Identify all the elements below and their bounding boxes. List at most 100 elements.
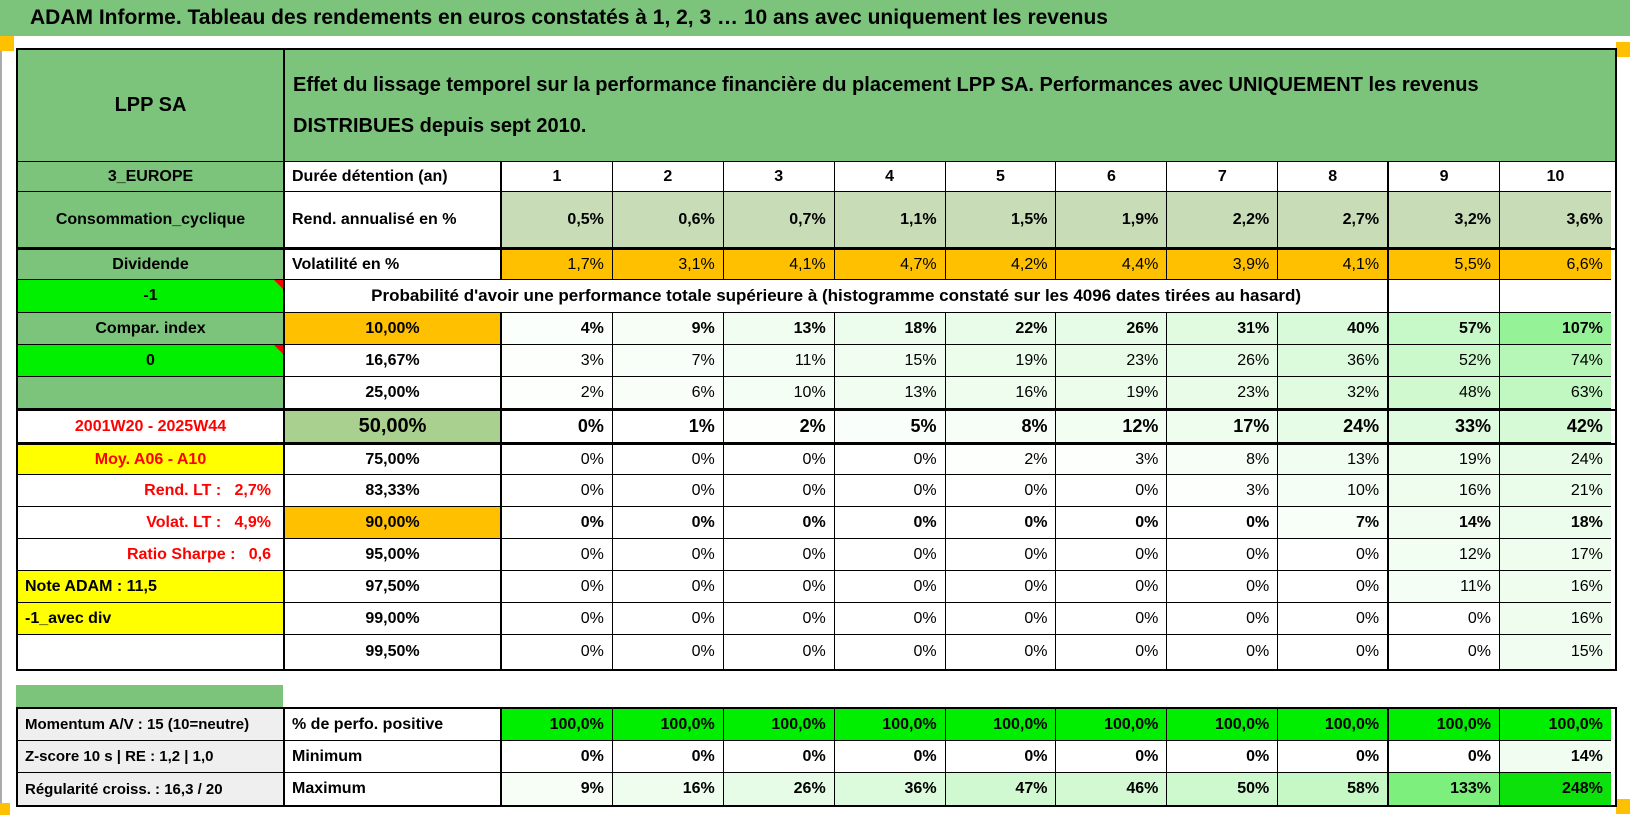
cell[interactable]: 0% [723,603,835,635]
row-head-cell[interactable]: 99,50% [285,635,502,669]
cell[interactable]: 0% [834,603,946,635]
cell[interactable]: 1,5% [945,192,1057,248]
cell[interactable]: 4,2% [945,250,1057,280]
row-head-cell[interactable]: 16,67% [285,345,502,377]
cell[interactable]: 0% [945,571,1057,603]
cell[interactable]: 0% [612,475,724,507]
cell[interactable]: 7% [612,345,724,377]
cell[interactable]: 24% [1278,411,1390,443]
cell[interactable]: 42% [1500,411,1611,443]
cell[interactable]: 0% [834,507,946,539]
row-head-cell[interactable]: Durée détention (an) [285,162,502,192]
cell[interactable]: 6% [612,377,724,409]
cell[interactable]: 5% [834,411,946,443]
cell[interactable]: 0% [1167,741,1279,773]
cell[interactable]: 19% [1389,445,1501,475]
cell[interactable]: 7% [1278,507,1390,539]
cell[interactable]: 0% [1167,603,1279,635]
cell[interactable]: 8% [945,411,1057,443]
cell[interactable]: 74% [1500,345,1611,377]
cell[interactable]: 12% [1056,411,1168,443]
row-label-cell[interactable]: Moy. A06 - A10 [18,445,285,475]
cell[interactable]: 1% [612,411,724,443]
cell[interactable]: 18% [1500,507,1611,539]
cell[interactable]: 0% [1056,539,1168,571]
row-label-cell[interactable]: Ratio Sharpe : 0,6 [18,539,285,571]
cell[interactable]: 9 [1389,162,1501,192]
empty-cell[interactable] [1500,280,1611,313]
cell[interactable]: 2,2% [1167,192,1279,248]
cell[interactable]: 0% [834,445,946,475]
cell[interactable]: 0% [945,603,1057,635]
cell[interactable]: 0,6% [612,192,724,248]
cell[interactable]: 0% [723,507,835,539]
cell[interactable]: 100,0% [1167,709,1279,741]
cell[interactable]: 0% [502,741,613,773]
cell[interactable]: 3,2% [1389,192,1501,248]
cell[interactable]: 26% [723,773,835,805]
cell[interactable]: 9% [502,773,613,805]
cell[interactable]: 4% [502,313,613,345]
cell[interactable]: 4,7% [834,250,946,280]
cell[interactable]: 22% [945,313,1057,345]
probability-banner[interactable]: Probabilité d'avoir une performance tota… [285,280,1390,313]
cell[interactable]: 11% [1389,571,1501,603]
cell[interactable]: 7 [1167,162,1279,192]
cell[interactable]: 31% [1167,313,1279,345]
cell[interactable]: 58% [1278,773,1390,805]
cell[interactable]: 0% [612,635,724,669]
cell[interactable]: 0% [1167,571,1279,603]
cell[interactable]: 0% [612,603,724,635]
cell[interactable]: 0% [945,475,1057,507]
cell[interactable]: 17% [1500,539,1611,571]
cell[interactable]: 0% [834,571,946,603]
cell[interactable]: 0% [1167,635,1279,669]
cell[interactable]: 0% [723,741,835,773]
cell[interactable]: 0% [945,507,1057,539]
cell[interactable]: 2% [502,377,613,409]
cell[interactable]: 10 [1500,162,1611,192]
cell[interactable]: 23% [1056,345,1168,377]
cell[interactable]: 0% [502,445,613,475]
cell[interactable]: 11% [723,345,835,377]
cell[interactable]: 0% [1389,635,1501,669]
empty-cell[interactable] [1389,280,1501,313]
cell[interactable]: 0% [723,635,835,669]
cell[interactable]: 0% [1167,539,1279,571]
cell[interactable]: 0% [723,445,835,475]
cell[interactable]: 32% [1278,377,1390,409]
cell[interactable]: 0% [834,635,946,669]
cell[interactable]: 1 [502,162,613,192]
row-label-cell[interactable]: Volat. LT : 4,9% [18,507,285,539]
cell[interactable]: 1,9% [1056,192,1168,248]
row-label-cell[interactable]: Note ADAM : 11,5 [18,571,285,603]
cell[interactable]: 3 [723,162,835,192]
row-label-cell[interactable]: -1 [18,280,285,313]
cell[interactable]: 47% [945,773,1057,805]
row-head-cell[interactable]: 99,00% [285,603,502,635]
cell[interactable]: 46% [1056,773,1168,805]
cell[interactable]: 15% [834,345,946,377]
cell[interactable]: 0% [1056,571,1168,603]
cell[interactable]: 17% [1167,411,1279,443]
cell[interactable]: 100,0% [1278,709,1390,741]
cell[interactable]: 40% [1278,313,1390,345]
cell[interactable]: 0% [723,571,835,603]
row-head-cell[interactable]: 97,50% [285,571,502,603]
cell[interactable]: 0% [502,571,613,603]
cell[interactable]: 16% [945,377,1057,409]
cell[interactable]: 16% [1389,475,1501,507]
cell[interactable]: 107% [1500,313,1611,345]
cell[interactable]: 15% [1500,635,1611,669]
cell[interactable]: 12% [1389,539,1501,571]
cell[interactable]: 100,0% [1389,709,1501,741]
row-head-cell[interactable]: Volatilité en % [285,250,502,280]
cell[interactable]: 52% [1389,345,1501,377]
cell[interactable]: 26% [1056,313,1168,345]
fund-name-cell[interactable]: LPP SA [18,50,285,162]
cell[interactable]: 24% [1500,445,1611,475]
row-label-cell[interactable]: Consommation_cyclique [18,192,285,248]
cell[interactable]: 100,0% [1500,709,1611,741]
cell[interactable]: 3% [1167,475,1279,507]
cell[interactable]: 10% [723,377,835,409]
